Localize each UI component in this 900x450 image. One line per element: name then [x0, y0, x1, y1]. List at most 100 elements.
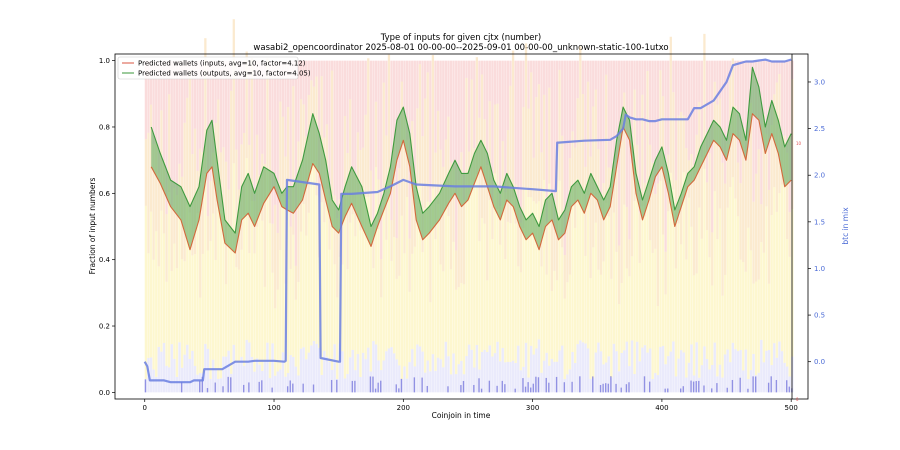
background-bar: [302, 204, 305, 348]
background-bar: [628, 276, 631, 367]
background-bar: [385, 351, 388, 393]
background-bar: [597, 342, 600, 393]
background-bar: [682, 352, 685, 393]
background-bar: [462, 60, 466, 201]
background-bar: [168, 94, 171, 193]
background-bar: [416, 108, 419, 200]
background-bar: [245, 339, 248, 393]
background-bar: [292, 234, 295, 357]
background-bar: [403, 114, 406, 254]
background-bar: [258, 364, 261, 393]
background-bar: [625, 268, 628, 342]
background-bar: [315, 195, 318, 344]
background-bar: [700, 60, 703, 158]
background-bar: [403, 60, 406, 115]
background-bar: [250, 356, 254, 393]
background-bar: [672, 189, 675, 342]
background-bar: [592, 60, 595, 107]
background-bar: [263, 286, 266, 363]
background-bar-accent: [522, 378, 524, 393]
background-bar: [537, 60, 541, 85]
background-bar-accent: [667, 388, 669, 393]
background-bar: [786, 366, 789, 393]
background-bar: [214, 60, 217, 123]
background-bar: [255, 134, 259, 227]
background-bar: [271, 60, 274, 224]
background-bar: [206, 348, 210, 393]
background-bar: [452, 60, 455, 169]
background-bar: [292, 86, 295, 235]
background-bar: [605, 203, 608, 363]
background-bar: [258, 60, 261, 175]
background-bar: [522, 107, 525, 229]
background-bar-accent: [180, 381, 183, 393]
background-bar: [524, 342, 528, 393]
background-bar: [147, 132, 150, 254]
background-bar: [343, 378, 347, 393]
background-bar: [429, 202, 432, 303]
background-bar: [473, 185, 476, 368]
background-bar: [550, 60, 553, 195]
x-tick-label: 400: [655, 404, 668, 412]
background-bar: [504, 259, 507, 363]
background-bar: [615, 251, 618, 352]
background-bar-accent: [258, 381, 260, 393]
background-bar: [367, 58, 370, 197]
background-bar: [317, 60, 321, 197]
background-bar: [775, 357, 778, 393]
x-axis-ticks: 0 100 200 300 400 500: [143, 399, 798, 412]
background-bar-accent: [607, 383, 609, 393]
background-bar: [455, 289, 458, 375]
background-bar: [542, 60, 546, 95]
background-bar: [336, 218, 339, 298]
background-bar: [589, 156, 592, 279]
background-bar: [589, 378, 592, 393]
background-bar: [687, 362, 691, 393]
background-bar: [356, 354, 360, 393]
background-bar: [188, 70, 191, 213]
background-bar: [349, 60, 352, 100]
background-bar: [705, 182, 709, 231]
background-bar-accent: [711, 388, 713, 393]
background-bar: [178, 216, 181, 343]
background-bar: [289, 226, 292, 269]
background-bar-accent: [480, 388, 483, 393]
background-bar: [155, 231, 158, 377]
background-bar: [641, 347, 644, 393]
background-bar: [444, 60, 447, 140]
background-bar: [517, 205, 520, 267]
background-bar: [465, 60, 468, 78]
background-bar: [698, 60, 701, 103]
background-bar: [224, 356, 228, 393]
background-bar: [255, 358, 259, 393]
background-bar: [721, 60, 724, 163]
background-bar-accent: [579, 376, 581, 393]
background-bar: [762, 252, 766, 363]
background-bar: [535, 60, 538, 98]
background-bar: [299, 60, 303, 100]
background-bar: [615, 60, 618, 169]
background-bar: [545, 221, 548, 275]
background-bar: [294, 60, 298, 266]
background-bar: [369, 170, 372, 222]
background-bar: [403, 366, 406, 393]
background-bar: [183, 122, 186, 262]
background-bar: [392, 236, 396, 354]
background-bar: [615, 351, 618, 393]
background-bar: [160, 210, 163, 352]
background-bar-accent: [496, 385, 498, 393]
background-bar: [685, 377, 688, 393]
background-bar: [286, 199, 290, 374]
background-bar: [253, 200, 256, 254]
background-bar: [576, 344, 579, 393]
background-bar: [506, 361, 510, 393]
background-bar: [511, 197, 515, 361]
btc-in-mix-line: [143, 58, 792, 384]
background-bar: [498, 244, 502, 362]
background-bar: [496, 60, 499, 104]
background-bar: [356, 60, 360, 133]
background-bar: [770, 215, 773, 366]
background-bar: [586, 81, 590, 196]
background-bar: [718, 208, 722, 365]
background-bar: [457, 287, 460, 365]
